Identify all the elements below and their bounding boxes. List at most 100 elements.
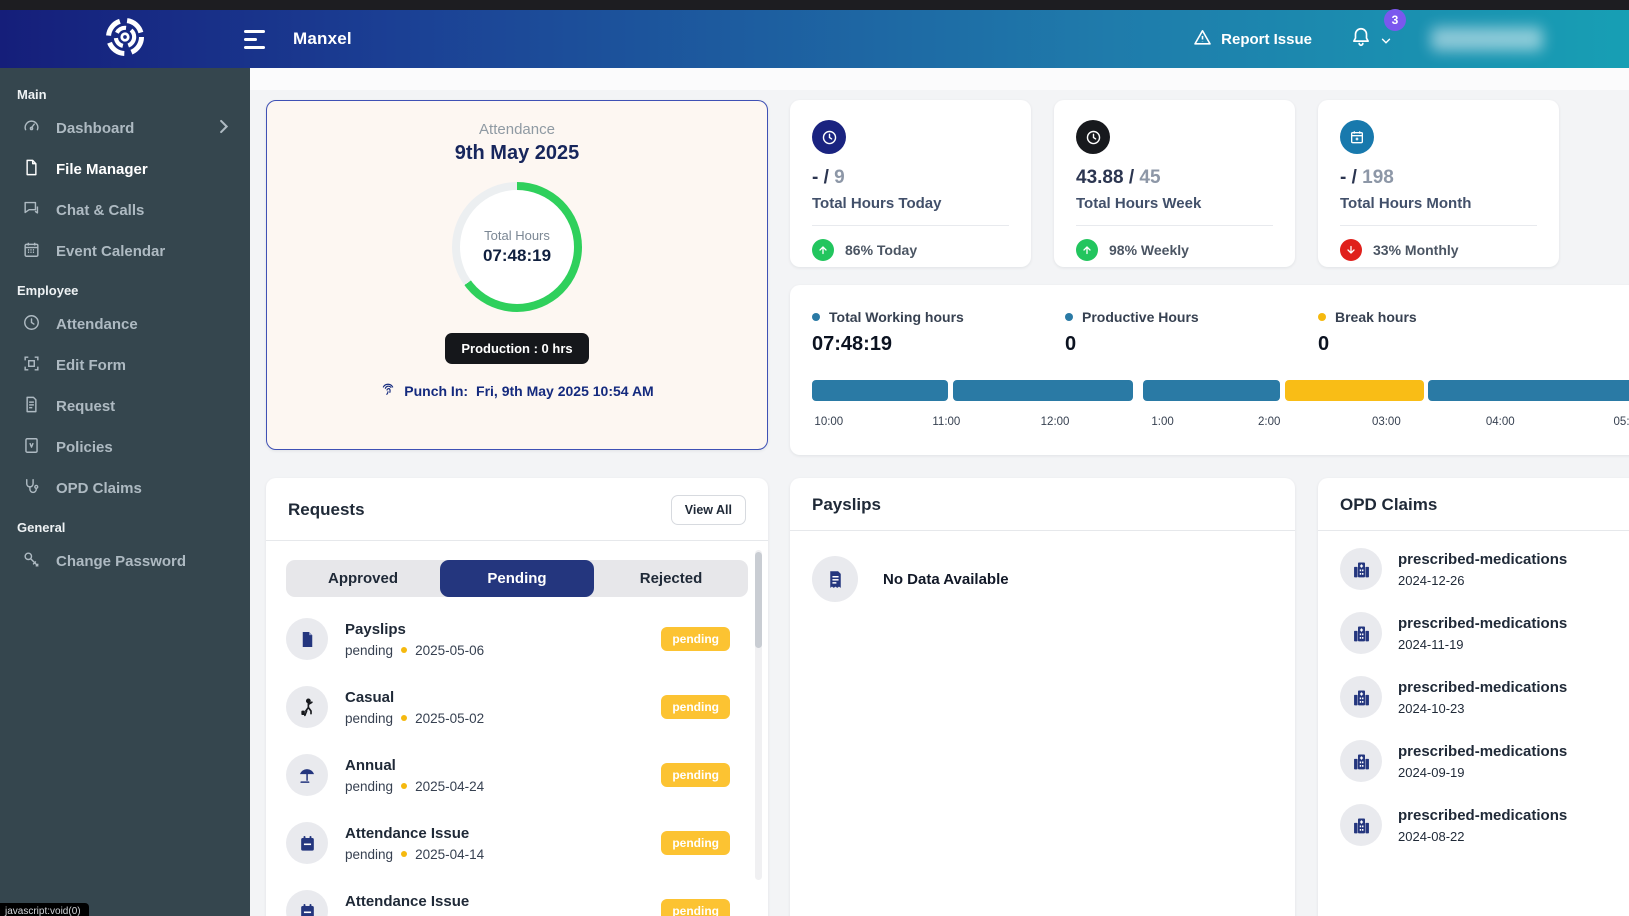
timeline-track — [812, 380, 1629, 401]
user-name-blurred[interactable] — [1431, 27, 1543, 51]
timeline-segment-break — [1284, 380, 1424, 401]
hamburger-menu-icon[interactable] — [244, 29, 265, 49]
gauge-icon — [22, 117, 41, 140]
notifications-menu[interactable]: 3 — [1350, 8, 1406, 53]
chat-icon — [22, 199, 41, 222]
opd-claim-row[interactable]: prescribed-medications 2024-10-23 — [1318, 665, 1629, 729]
edit-form-icon — [22, 354, 41, 377]
traveler-icon — [286, 686, 328, 728]
pdf-document-icon — [22, 436, 41, 459]
status-dot — [401, 783, 408, 789]
legend-dot-productive — [1065, 313, 1073, 321]
tab-rejected[interactable]: Rejected — [639, 570, 703, 587]
sidebar-item-policies[interactable]: Policies — [0, 427, 250, 468]
opd-claim-row[interactable]: prescribed-medications 2024-09-19 — [1318, 729, 1629, 793]
punch-in-row: Punch In: Fri, 9th May 2025 10:54 AM — [380, 381, 654, 400]
hospital-icon — [1340, 676, 1382, 718]
calendar-icon — [286, 890, 328, 916]
chevron-down-icon — [1379, 34, 1393, 53]
report-issue-label: Report Issue — [1221, 30, 1312, 48]
stat-label: Total Hours Month — [1340, 195, 1472, 212]
stat-value: - / 198 — [1340, 167, 1394, 188]
attendance-label: Attendance — [479, 121, 555, 138]
sidebar-item-event-calendar[interactable]: Event Calendar — [0, 231, 250, 272]
sidebar-item-dashboard[interactable]: Dashboard — [0, 108, 250, 149]
clock-icon — [22, 313, 41, 336]
target-logo-icon — [103, 15, 147, 64]
timeline-axis: 10:00 11:00 12:00 1:00 2:00 03:00 04:00 … — [814, 416, 1629, 428]
arrow-down-icon — [1340, 239, 1362, 261]
view-all-button[interactable]: View All — [670, 495, 746, 525]
status-dot — [401, 715, 408, 721]
request-row-casual[interactable]: Casual pending 2025-05-02 pending — [286, 673, 748, 741]
content-top-strip — [250, 68, 1629, 90]
legend-dot-working — [812, 313, 820, 321]
sidebar-item-file-manager[interactable]: File Manager — [0, 149, 250, 190]
document-lines-icon — [22, 395, 41, 418]
ring-label: Total Hours — [484, 228, 550, 243]
calendar-icon — [286, 822, 328, 864]
browser-status-tooltip: javascript:void(0) — [0, 903, 89, 916]
request-row-attendance-issue[interactable]: Attendance Issue pending 2025-04-14 pendi… — [286, 809, 748, 877]
pending-badge: pending — [661, 627, 730, 651]
opd-claims-card: OPD Claims prescribed-medications 2024-1… — [1318, 478, 1629, 916]
timeline-segment-work — [1427, 380, 1629, 401]
hospital-icon — [1340, 548, 1382, 590]
productive-hours-value: 0 — [1065, 333, 1077, 355]
ring-value: 07:48:19 — [482, 246, 552, 265]
fingerprint-icon — [380, 381, 396, 400]
clock-icon — [1076, 120, 1110, 154]
stat-value: 43.88 / 45 — [1076, 167, 1161, 188]
window-chrome-strip — [0, 0, 1629, 10]
requests-list: Payslips pending 2025-05-06 pending Casua… — [266, 605, 768, 916]
receipt-icon — [812, 556, 858, 602]
opd-claim-row[interactable]: prescribed-medications 2024-12-26 — [1318, 537, 1629, 601]
bell-icon — [1350, 26, 1372, 53]
brand-title: Manxel — [293, 29, 352, 48]
sidebar-section-general: General — [17, 520, 66, 535]
payslips-title: Payslips — [812, 495, 881, 514]
timeline-legend: Total Working hours 07:48:19 Productive … — [812, 309, 1629, 356]
sidebar-item-change-password[interactable]: Change Password — [0, 541, 250, 582]
request-row-annual[interactable]: Annual pending 2025-04-24 pending — [286, 741, 748, 809]
tab-approved[interactable]: Approved — [327, 570, 398, 587]
sidebar: Main Dashboard File Manager Chat & Calls… — [0, 68, 250, 916]
stat-trend: 33% Monthly — [1340, 239, 1537, 261]
legend-dot-break — [1318, 313, 1326, 321]
opd-claims-list: prescribed-medications 2024-12-26 prescr… — [1318, 537, 1629, 857]
request-row-payslips[interactable]: Payslips pending 2025-05-06 pending — [286, 605, 748, 673]
sidebar-section-employee: Employee — [17, 283, 79, 298]
opd-claims-title: OPD Claims — [1340, 495, 1438, 514]
sidebar-item-attendance[interactable]: Attendance — [0, 304, 250, 345]
stat-card-today: - / 9 Total Hours Today 86% Today — [790, 100, 1031, 267]
timeline-segment-work — [1143, 380, 1280, 401]
sidebar-item-chat-calls[interactable]: Chat & Calls — [0, 190, 250, 231]
requests-title: Requests — [288, 500, 365, 519]
tab-pending[interactable]: Pending — [440, 560, 594, 597]
scrollbar-thumb[interactable] — [755, 552, 762, 648]
request-row-attendance-issue[interactable]: Attendance Issue pending pending — [286, 877, 748, 916]
requests-card: Requests View All Approved Pending Rejec… — [266, 478, 768, 916]
opd-claim-row[interactable]: prescribed-medications 2024-08-22 — [1318, 793, 1629, 857]
key-icon — [22, 550, 41, 573]
sidebar-item-request[interactable]: Request — [0, 386, 250, 427]
stat-trend: 86% Today — [812, 239, 1009, 261]
calendar-icon — [22, 240, 41, 263]
sidebar-item-opd-claims[interactable]: OPD Claims — [0, 468, 250, 509]
requests-scrollbar — [755, 550, 762, 880]
production-badge: Production : 0 hrs — [445, 333, 589, 364]
report-issue-button[interactable]: Report Issue — [1193, 28, 1312, 51]
pending-badge: pending — [661, 899, 730, 916]
total-working-hours-value: 07:48:19 — [812, 333, 893, 355]
beach-umbrella-icon — [286, 754, 328, 796]
pending-badge: pending — [661, 831, 730, 855]
app-logo[interactable] — [0, 15, 250, 64]
opd-claim-row[interactable]: prescribed-medications 2024-11-19 — [1318, 601, 1629, 665]
stat-value: - / 9 — [812, 167, 845, 188]
stat-card-week: 43.88 / 45 Total Hours Week 98% Weekly — [1054, 100, 1295, 267]
stethoscope-icon — [22, 477, 41, 500]
working-hours-timeline-card: Total Working hours 07:48:19 Productive … — [790, 285, 1629, 455]
sidebar-item-edit-form[interactable]: Edit Form — [0, 345, 250, 386]
no-data-text: No Data Available — [883, 570, 1009, 588]
